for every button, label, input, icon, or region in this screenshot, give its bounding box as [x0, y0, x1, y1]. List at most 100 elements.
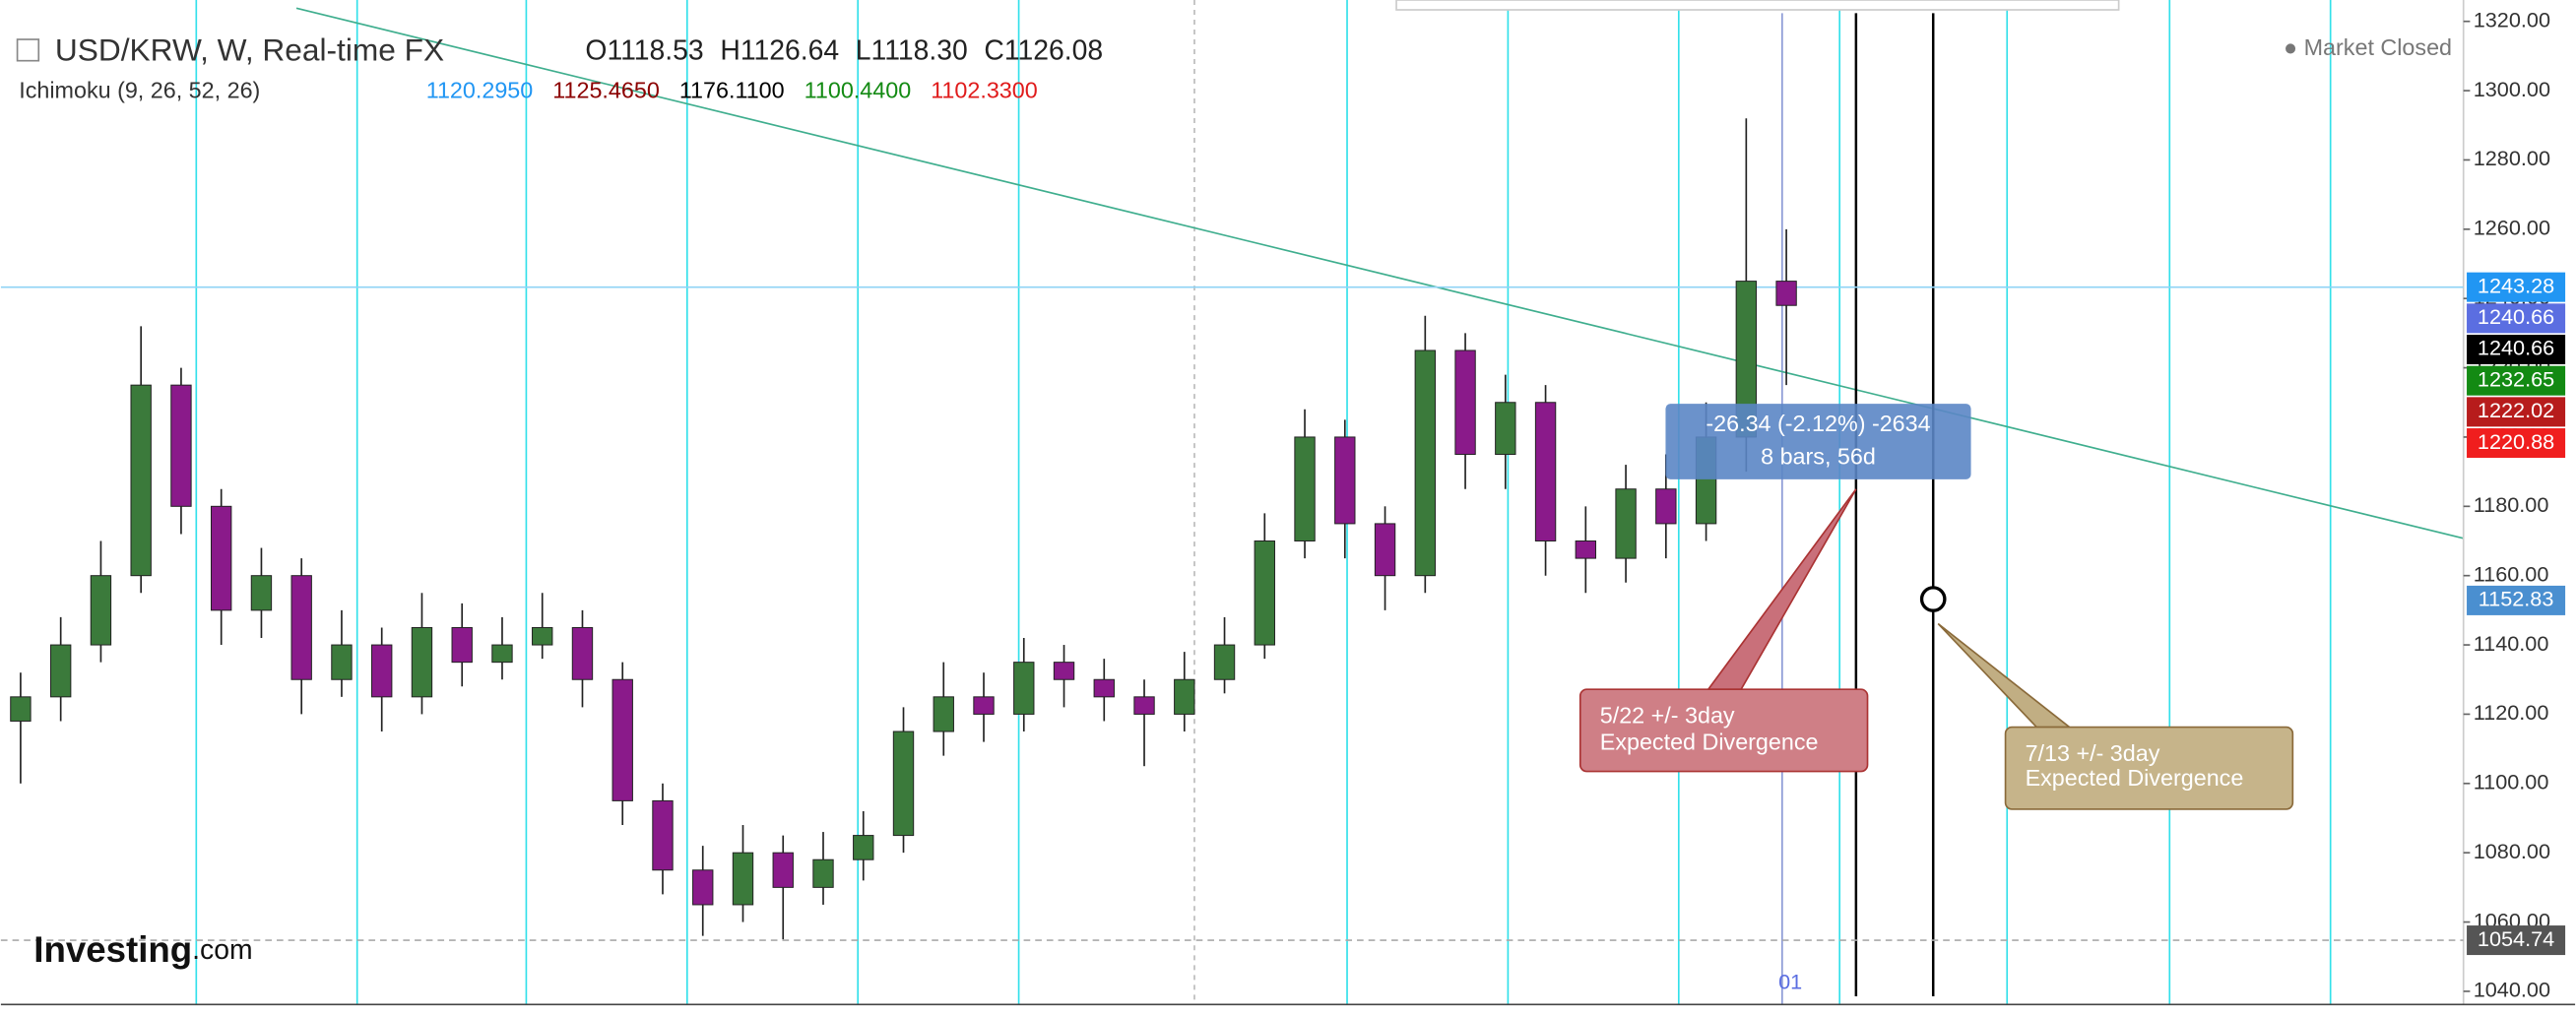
price-tag [2467, 303, 2566, 334]
candle-body [571, 626, 594, 680]
logo-brand: Investing [33, 929, 192, 970]
marker-circle [1919, 586, 1947, 612]
candle-body [1575, 540, 1597, 559]
candle-body [210, 505, 232, 611]
candle-body [612, 678, 633, 801]
toolbar[interactable] [1395, 0, 2120, 11]
candle-body [1615, 488, 1637, 559]
y-tick-label: 1300.00 [2474, 77, 2550, 101]
candle-body [1454, 349, 1476, 456]
callout-text: Expected Divergence [1600, 729, 1819, 754]
price-tag [2467, 428, 2566, 459]
candle-body [1775, 281, 1797, 306]
c-label: C [984, 35, 1003, 67]
candle-body [491, 644, 513, 664]
measure-box [1665, 404, 1971, 479]
h-value: 1126.64 [741, 35, 839, 67]
callout-box [1578, 688, 1869, 773]
indicator-value: 1176.1100 [679, 78, 785, 103]
l-label: L [856, 35, 871, 67]
price-tag-label: 1243.28 [2478, 273, 2554, 297]
candle-body [853, 835, 874, 860]
price-tag-label: 1220.88 [2478, 429, 2554, 454]
candle-body [973, 696, 995, 715]
price-tag [2467, 335, 2566, 365]
candle-body [692, 869, 714, 906]
candle-body [130, 384, 152, 577]
indicator-value: 1102.3300 [931, 78, 1038, 103]
y-tick-label: 1080.00 [2474, 839, 2550, 863]
candle-body [90, 575, 112, 646]
collapse-button[interactable] [16, 38, 40, 62]
candle-body [1294, 436, 1316, 542]
price-tag [2467, 397, 2566, 427]
candle-body [1334, 436, 1356, 525]
candle-body [170, 384, 192, 507]
price-tag [2467, 272, 2566, 302]
price-tag-label: 1152.83 [2479, 587, 2554, 611]
candle-body [892, 730, 915, 837]
status: Market Closed [2304, 34, 2452, 60]
price-tag-label: 1222.02 [2478, 398, 2554, 422]
y-tick-label: 1260.00 [2474, 216, 2550, 240]
price-tag-label: 1054.74 [2478, 926, 2554, 951]
callout-text: Expected Divergence [2026, 765, 2244, 791]
candle-body [290, 575, 312, 680]
y-tick-label: 1320.00 [2474, 7, 2550, 32]
candle-body [732, 852, 754, 906]
o-value: 1118.53 [607, 35, 703, 67]
y-tick-label: 1120.00 [2474, 700, 2549, 725]
y-tick-label: 1160.00 [2474, 561, 2549, 586]
y-tick-label: 1040.00 [2474, 978, 2550, 1002]
candle-body [652, 799, 674, 871]
price-tag [2467, 365, 2566, 396]
logo-suffix: .com [192, 934, 252, 966]
candle-body [1495, 402, 1516, 456]
y-tick-label: 1180.00 [2474, 492, 2549, 517]
y-tick-label: 1280.00 [2474, 146, 2550, 170]
indicator-name: Ichimoku (9, 26, 52, 26) [19, 78, 260, 103]
chart-title: USD/KRW, W, Real-time FX [55, 32, 444, 68]
candle-body [49, 644, 72, 698]
candle-body [812, 858, 834, 888]
y-tick-label: 1140.00 [2474, 631, 2549, 656]
candle-body [1374, 523, 1396, 577]
measure-text: 8 bars, 56d [1761, 443, 1876, 469]
y-tick-label: 1100.00 [2474, 770, 2549, 794]
indicator-value: 1100.4400 [805, 78, 912, 103]
market-status: ● Market Closed [2284, 34, 2452, 60]
candle-body [1174, 678, 1195, 715]
indicator-value: 1125.4650 [552, 78, 660, 103]
logo: Investing.com [33, 929, 252, 970]
callout-text: 7/13 +/- 3day [2026, 740, 2160, 766]
x-marker: 01 [1778, 969, 1802, 993]
trend-line [295, 7, 2464, 540]
candle-body [772, 852, 794, 888]
price-tag-label: 1232.65 [2478, 366, 2554, 391]
candle-body [1053, 662, 1075, 680]
c-value: 1126.08 [1004, 35, 1103, 67]
indicator-values: 1120.2950 1125.4650 1176.1100 1100.4400 1102… [426, 78, 1038, 103]
candle-body [1254, 540, 1275, 646]
ohlc-header: O1118.53 H1126.64 L1118.30 C1126.08 [585, 35, 1103, 67]
candle-body [532, 626, 553, 646]
price-tag [2467, 925, 2566, 956]
candle-body [1655, 488, 1677, 525]
candle-body [933, 696, 954, 732]
price-tag-label: 1240.66 [2478, 336, 2554, 360]
candle-body [250, 575, 273, 611]
price-tag [2467, 585, 2566, 615]
candle-body [1093, 678, 1115, 698]
measure-text: -26.34 (-2.12%) -2634 [1706, 411, 1930, 436]
h-label: H [720, 35, 740, 67]
session-lines [195, 0, 2332, 1005]
candle-body [1213, 644, 1236, 680]
candle-body [1133, 696, 1155, 715]
plot [0, 118, 2464, 941]
l-value: 1118.30 [871, 35, 968, 67]
callout-box [2004, 726, 2294, 810]
candle-body [371, 644, 393, 698]
